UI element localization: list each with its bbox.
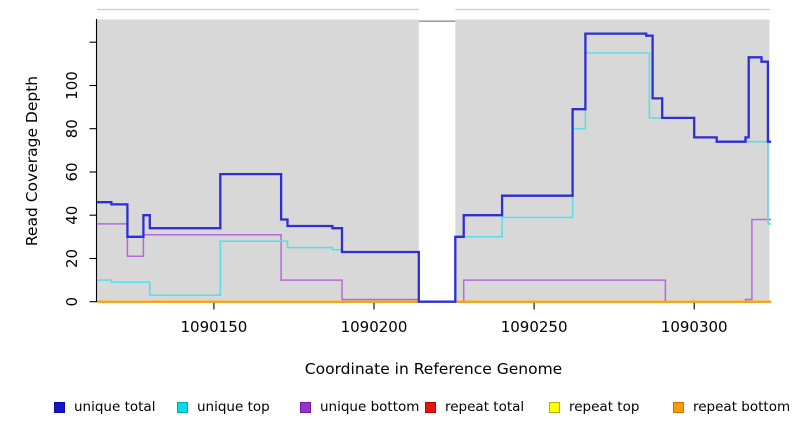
svg-text:1090150: 1090150 <box>180 318 247 336</box>
svg-text:100: 100 <box>63 71 81 100</box>
y-axis-title: Read Coverage Depth <box>23 75 41 247</box>
svg-text:1090300: 1090300 <box>661 318 728 336</box>
svg-text:0: 0 <box>63 297 81 307</box>
svg-text:20: 20 <box>63 249 81 268</box>
x-axis <box>213 302 695 310</box>
masked-gap-region <box>418 19 456 301</box>
svg-text:80: 80 <box>63 119 81 138</box>
y-axis <box>89 19 98 303</box>
x-tick-labels: 1090150 1090200 1090250 1090300 <box>180 318 727 336</box>
y-tick-labels: 0 20 40 60 80 100 <box>63 71 81 306</box>
svg-text:60: 60 <box>63 162 81 181</box>
x-axis-title: Coordinate in Reference Genome <box>304 360 563 378</box>
svg-text:1090200: 1090200 <box>341 318 408 336</box>
svg-text:1090250: 1090250 <box>501 318 568 336</box>
svg-text:40: 40 <box>63 206 81 225</box>
series-unique-total <box>97 32 772 303</box>
